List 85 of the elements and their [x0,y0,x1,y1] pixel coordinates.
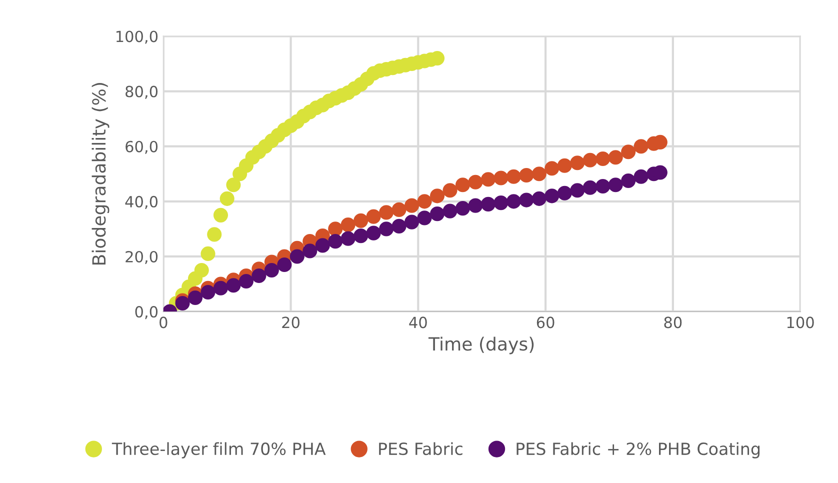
point [366,209,381,224]
point [634,139,648,154]
point [379,205,394,220]
point [328,222,343,236]
point [328,234,343,249]
x-tick-label: 40 [409,316,427,328]
point [200,246,216,262]
point [570,156,585,170]
y-tick-label: 20,0 [126,250,158,264]
x-tick-label: 80 [664,316,682,328]
point [608,150,623,165]
point [430,206,445,222]
point [226,278,241,293]
point [506,194,521,209]
point [621,144,636,160]
y-tick-label: 60,0 [126,140,158,154]
point [506,169,521,184]
y-axis-title: Biodegradability (%) [92,83,110,264]
point [494,170,508,186]
point [519,168,534,183]
point [379,222,394,236]
point [207,227,222,242]
point [264,262,279,278]
point [634,169,648,184]
point [621,173,636,188]
point [366,226,381,240]
legend-label: PES Fabric [379,442,462,456]
point [582,152,598,168]
point [519,192,534,208]
point [532,166,546,182]
point [596,151,610,166]
point [417,210,432,226]
point [315,238,330,253]
y-tick-label: 0,0 [135,306,158,320]
x-tick-label: 0 [160,316,168,328]
point [480,196,496,212]
point [277,257,292,272]
point [252,268,266,284]
point [468,174,483,190]
point [455,178,470,192]
y-tick-label: 40,0 [125,196,158,209]
point [213,280,228,296]
point [442,183,458,198]
point [392,202,406,217]
point [226,178,241,192]
y-tick-label: 80,0 [126,86,158,99]
point [480,172,496,187]
point [194,262,209,278]
x-tick-label: 60 [536,316,554,328]
point [608,178,623,192]
legend-label: Three-layer film 70% PHA [112,442,326,458]
point [340,231,356,246]
point [340,218,356,232]
point [302,244,318,258]
point [404,214,420,230]
point [557,158,572,173]
point [392,218,406,234]
point [430,188,445,204]
point [354,228,368,244]
point [494,196,508,210]
point [582,180,598,195]
point [544,161,560,176]
point [596,178,610,194]
point [417,194,432,209]
point [213,208,228,222]
x-tick-label: 100 [787,316,814,328]
y-tick-label: 100,0 [116,30,158,44]
point [557,186,572,200]
point [220,191,234,206]
point [290,249,304,264]
point [238,274,254,289]
x-axis-title: Time (days) [428,336,534,354]
point [570,183,585,198]
point [404,198,420,213]
point [200,284,216,300]
point [175,296,190,311]
point [532,191,546,206]
point [544,188,560,204]
point [468,198,483,213]
x-tick-label: 20 [282,316,300,328]
point [188,290,203,306]
legend-label: PES Fabric + 2% PHB Coating [516,442,760,458]
point [455,201,470,216]
point [354,213,368,228]
point [442,204,458,218]
